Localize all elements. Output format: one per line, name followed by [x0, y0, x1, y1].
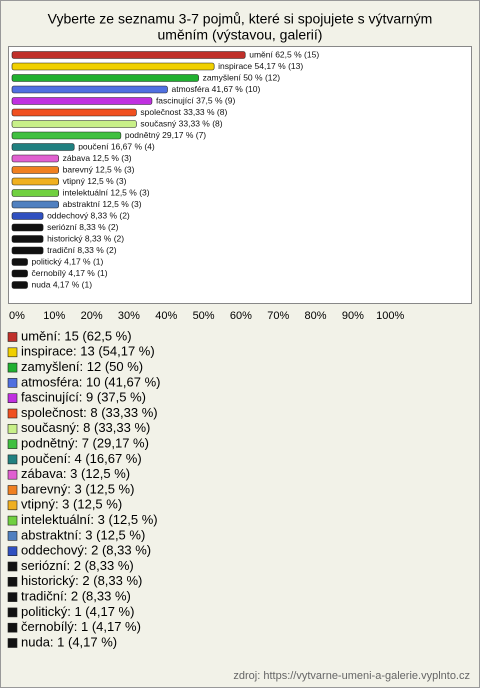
legend-label: fascinující: 9 (37,5 %) [21, 390, 146, 405]
x-tick-label: 20% [81, 310, 103, 322]
legend-label: současný: 8 (33,33 %) [21, 420, 150, 435]
source: zdroj: https://vytvarne-umeni-a-galerie.… [233, 670, 470, 682]
x-tick-label: 40% [155, 310, 177, 322]
bar [11, 120, 137, 128]
x-tick-label: 0% [9, 310, 25, 322]
value-label: poučení 16,67 % (4) [78, 141, 155, 151]
value-label: současný 33,33 % (8) [140, 118, 222, 128]
legend-label: inspirace: 13 (54,17 %) [21, 344, 155, 359]
legend-label: oddechový: 2 (8,33 %) [21, 543, 151, 558]
legend-swatch [7, 515, 18, 526]
chart-title: Vyberte ze seznamu 3-7 pojmů, které si s… [48, 11, 433, 27]
legend-swatch [7, 378, 18, 388]
value-label: společnost 33,33 % (8) [140, 107, 227, 117]
value-label: intelektuální 12,5 % (3) [63, 187, 150, 197]
value-label: atmosféra 41,67 % (10) [172, 84, 261, 94]
legend-label: nuda: 1 (4,17 %) [21, 634, 117, 649]
legend-label: atmosféra: 10 (41,67 %) [21, 374, 160, 389]
value-label: politický 4,17 % (1) [32, 256, 104, 266]
bar [11, 177, 59, 186]
legend-swatch [7, 561, 18, 572]
bar [11, 258, 28, 266]
bar [11, 223, 44, 232]
legend-swatch [7, 469, 18, 480]
legend-swatch [7, 485, 18, 495]
value-label: oddechový 8,33 % (2) [47, 210, 130, 220]
bar [11, 108, 137, 117]
bar [11, 246, 44, 255]
legend-label: zamyšlení: 12 (50 %) [21, 359, 143, 374]
x-tick-label: 90% [342, 310, 364, 322]
legend-swatch [7, 546, 18, 557]
legend-swatch [7, 362, 18, 373]
bar [11, 143, 75, 151]
value-label: nuda 4,17 % (1) [32, 279, 93, 289]
legend-label: tradiční: 2 (8,33 %) [21, 589, 131, 604]
legend-label: seriózní: 2 (8,33 %) [21, 558, 134, 573]
chart-title: uměním (výstavou, galerií) [158, 27, 323, 43]
bar [11, 74, 199, 82]
bar [11, 131, 122, 140]
legend-label: společnost: 8 (33,33 %) [21, 405, 158, 420]
legend-label: barevný: 3 (12,5 %) [21, 481, 134, 496]
legend-swatch [7, 454, 18, 465]
legend-swatch [7, 622, 18, 633]
x-tick-label: 30% [118, 310, 140, 322]
value-label: černobílý 4,17 % (1) [32, 268, 108, 278]
legend-label: podnětný: 7 (29,17 %) [21, 436, 149, 451]
bar [11, 154, 59, 163]
bar [11, 212, 44, 220]
legend-swatch [7, 638, 18, 648]
x-tick-label: 50% [193, 310, 215, 322]
bar [11, 235, 44, 243]
legend-swatch [7, 332, 18, 342]
x-tick-label: 100% [376, 310, 404, 322]
value-label: podnětný 29,17 % (7) [125, 130, 206, 140]
bar [11, 97, 153, 105]
legend-swatch [7, 607, 18, 618]
value-label: fascinující 37,5 % (9) [156, 95, 236, 105]
bar [11, 85, 168, 94]
legend-label: umění: 15 (62,5 %) [21, 328, 132, 343]
value-label: abstraktní 12,5 % (3) [63, 199, 142, 209]
legend-label: vtipný: 3 (12,5 %) [21, 497, 122, 512]
value-label: historický 8,33 % (2) [47, 233, 124, 243]
legend-label: abstraktní: 3 (12,5 %) [21, 527, 145, 542]
legend-label: intelektuální: 3 (12,5 %) [21, 512, 158, 527]
legend-swatch [7, 439, 18, 449]
bar [11, 281, 28, 289]
bar [11, 189, 59, 197]
legend-swatch [7, 347, 18, 358]
legend-label: politický: 1 (4,17 %) [21, 604, 134, 619]
value-label: zamyšlení 50 % (12) [203, 72, 281, 82]
legend-label: zábava: 3 (12,5 %) [21, 466, 130, 481]
x-tick-label: 60% [230, 310, 252, 322]
bar [11, 200, 59, 209]
value-label: zábava 12,5 % (3) [63, 153, 132, 163]
value-label: seriózní 8,33 % (2) [47, 222, 119, 232]
x-tick-label: 10% [43, 310, 65, 322]
value-label: barevný 12,5 % (3) [63, 164, 135, 174]
bar [11, 166, 59, 174]
value-label: umění 62,5 % (15) [249, 49, 319, 59]
bar [11, 269, 28, 278]
legend-label: historický: 2 (8,33 %) [21, 573, 142, 588]
legend-label: černobílý: 1 (4,17 %) [21, 619, 141, 634]
legend-swatch [7, 531, 18, 541]
x-tick-label: 70% [267, 310, 289, 322]
legend-swatch [7, 423, 18, 434]
legend-swatch [7, 500, 18, 511]
bar [11, 62, 215, 71]
legend-label: poučení: 4 (16,67 %) [21, 451, 142, 466]
legend-swatch [7, 408, 18, 419]
legend-swatch [7, 592, 18, 602]
x-tick-label: 80% [305, 310, 327, 322]
value-label: inspirace 54,17 % (13) [218, 61, 303, 71]
legend-swatch [7, 393, 18, 404]
bar [11, 51, 246, 59]
legend-swatch [7, 576, 18, 587]
value-label: tradiční 8,33 % (2) [47, 245, 117, 255]
value-label: vtipný 12,5 % (3) [63, 176, 127, 186]
